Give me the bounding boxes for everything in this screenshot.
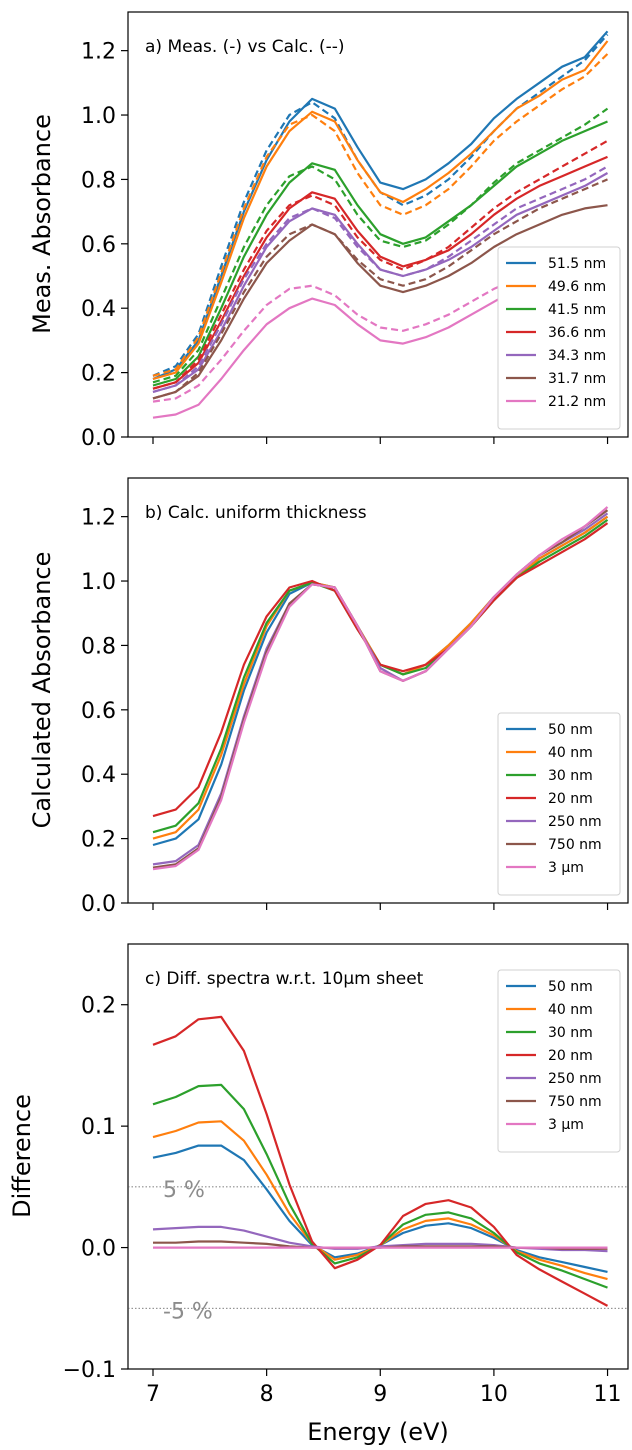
panel-a-xticks (152, 437, 609, 444)
panel-c-ylabel: Difference (8, 1094, 36, 1218)
series-line-4 (152, 120, 608, 387)
legend-box (497, 969, 621, 1153)
y-tick-label-0: 0.0 (81, 426, 116, 451)
legend-label-3: 20 nm (548, 791, 593, 807)
panel-b-series (152, 506, 609, 871)
panel-c-series (152, 1015, 609, 1307)
panel-b-legend: 50 nm 40 nm 30 nm 20 nm 250 nm 750 nm 3 μm (497, 712, 621, 896)
x-tick-label-0: 7 (146, 1382, 160, 1407)
y-tick-label-3: 0.6 (81, 233, 116, 258)
legend-box (497, 712, 621, 896)
panel-a-yticks: 0.0 0.2 0.4 0.6 0.8 1.0 1.2 (81, 40, 128, 451)
series-line-0 (152, 1144, 608, 1273)
legend-label-0: 51.5 nm (548, 256, 606, 272)
y-tick-label-2: 0.1 (81, 1115, 116, 1140)
panel-b-ylabel: Calculated Absorbance (28, 552, 56, 829)
x-tick-label-4: 11 (594, 1382, 622, 1407)
panel-c-yticks: −0.1 0.0 0.1 0.2 (63, 994, 128, 1383)
legend-label-2: 30 nm (548, 768, 593, 784)
y-tick-label-5: 1.0 (81, 570, 116, 595)
series-line-11 (152, 178, 608, 400)
series-line-5 (152, 107, 609, 384)
y-tick-label-4: 0.8 (81, 634, 116, 659)
series-line-0 (152, 30, 609, 381)
series-line-3 (152, 522, 609, 818)
legend-label-6: 3 μm (548, 860, 584, 876)
series-line-6 (152, 155, 608, 390)
legend-label-4: 34.3 nm (548, 348, 606, 364)
legend-box (497, 246, 621, 430)
series-line-10 (152, 204, 608, 400)
series-line-7 (152, 139, 609, 390)
series-line-9 (152, 165, 609, 393)
series-line-6 (152, 506, 609, 871)
legend-label-5: 750 nm (548, 837, 602, 853)
x-tick-label-3: 10 (480, 1382, 508, 1407)
y-tick-label-4: 0.8 (81, 168, 116, 193)
panel-c-reference-lines: 5 % -5 % (128, 1178, 628, 1324)
panel-b-chart: b) Calc. uniform thickness Calculated Ab… (28, 477, 629, 917)
y-tick-label-5: 1.0 (81, 104, 116, 129)
reference-label-1: -5 % (163, 1299, 213, 1324)
panel-a-frame (127, 11, 629, 438)
y-tick-label-0: 0.0 (81, 892, 116, 917)
panel-c-frame (127, 943, 629, 1370)
series-line-3 (152, 1015, 609, 1307)
legend-label-3: 20 nm (548, 1048, 593, 1064)
legend-label-2: 41.5 nm (548, 302, 606, 318)
legend-label-4: 250 nm (548, 1071, 602, 1087)
legend-label-3: 36.6 nm (548, 325, 606, 341)
x-axis-label: Energy (eV) (307, 1418, 449, 1446)
panel-a-ylabel: Meas. Absorbance (28, 114, 56, 334)
panel-a-chart: a) Meas. (-) vs Calc. (--) Meas. Absorba… (28, 11, 629, 451)
legend-label-0: 50 nm (548, 979, 593, 995)
y-tick-label-2: 0.4 (81, 763, 116, 788)
series-line-2 (152, 40, 609, 381)
legend-label-1: 49.6 nm (548, 279, 606, 295)
legend-label-0: 50 nm (548, 722, 593, 738)
panel-c-xticks: 7 8 9 10 11 (146, 1369, 622, 1407)
panel-b-yticks: 0.0 0.2 0.4 0.6 0.8 1.0 1.2 (81, 506, 128, 917)
y-tick-label-1: 0.2 (81, 828, 116, 853)
x-tick-label-2: 9 (373, 1382, 387, 1407)
panel-a-legend: 51.5 nm 49.6 nm 41.5 nm 36.6 nm 34.3 nm 31.7 … (497, 246, 621, 430)
panel-c-title: c) Diff. spectra w.r.t. 10μm sheet (145, 969, 424, 989)
y-tick-label-0: −0.1 (63, 1358, 116, 1383)
panel-c-legend: 50 nm 40 nm 30 nm 20 nm 250 nm 750 nm 3 μm (497, 969, 621, 1153)
x-tick-label-1: 8 (260, 1382, 274, 1407)
legend-label-5: 31.7 nm (548, 371, 606, 387)
y-tick-label-1: 0.0 (81, 1237, 116, 1262)
y-tick-label-3: 0.6 (81, 699, 116, 724)
reference-label-0: 5 % (163, 1178, 205, 1203)
legend-label-6: 21.2 nm (548, 394, 606, 410)
legend-label-1: 40 nm (548, 745, 593, 761)
panel-a-title: a) Meas. (-) vs Calc. (--) (145, 37, 344, 57)
y-tick-label-1: 0.2 (81, 362, 116, 387)
y-tick-label-6: 1.2 (81, 506, 116, 531)
legend-label-5: 750 nm (548, 1094, 602, 1110)
series-line-3 (152, 53, 609, 377)
legend-label-1: 40 nm (548, 1002, 593, 1018)
legend-label-2: 30 nm (548, 1025, 593, 1041)
y-tick-label-3: 0.2 (81, 994, 116, 1019)
series-line-13 (152, 249, 608, 403)
legend-label-6: 3 μm (548, 1117, 584, 1133)
legend-label-4: 250 nm (548, 814, 602, 830)
panel-b-frame (127, 477, 629, 904)
panel-b-title: b) Calc. uniform thickness (145, 503, 367, 523)
panel-b-xticks (152, 903, 609, 910)
panel-c-chart: c) Diff. spectra w.r.t. 10μm sheet Diffe… (8, 943, 629, 1407)
y-tick-label-6: 1.2 (81, 40, 116, 65)
y-tick-label-2: 0.4 (81, 297, 116, 322)
